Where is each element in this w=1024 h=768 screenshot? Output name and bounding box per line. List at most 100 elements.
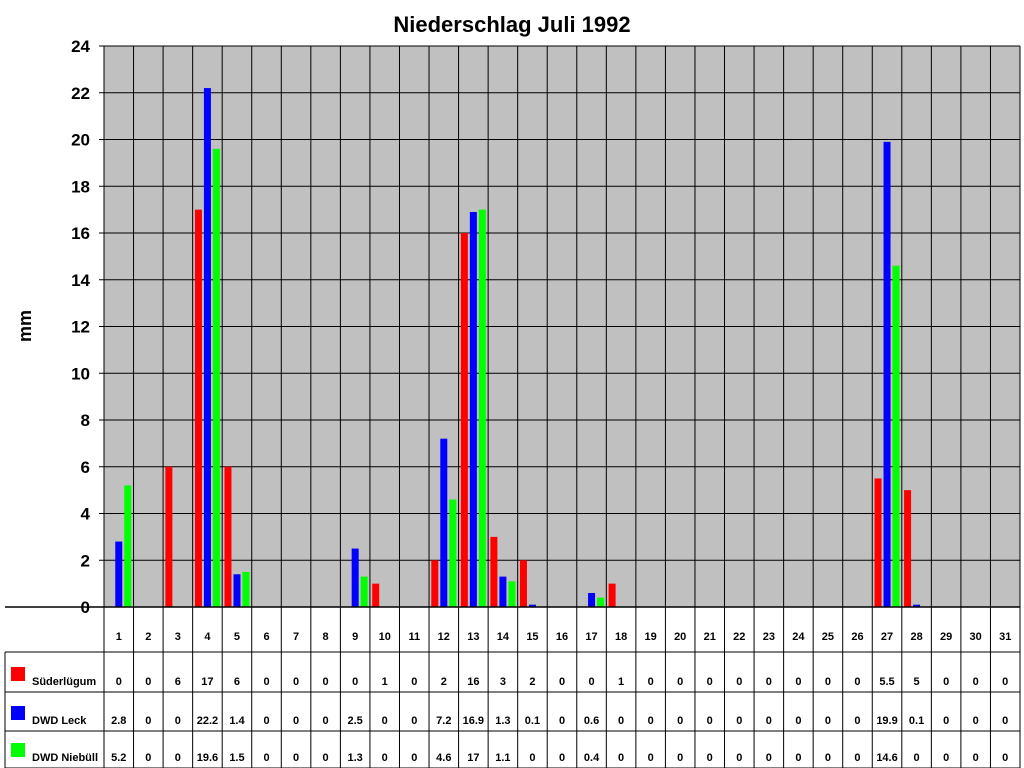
data-table-cell: 1.3 (348, 752, 363, 764)
legend-label: DWD Niebüll (32, 752, 98, 764)
data-table-cell: 6 (234, 676, 240, 688)
bar (904, 490, 912, 607)
bar (597, 597, 605, 607)
y-tick-label: 12 (71, 318, 90, 337)
x-category-label: 27 (881, 631, 893, 643)
data-table-cell: 0 (973, 715, 979, 727)
data-table-cell: 0.6 (584, 715, 599, 727)
bar (203, 88, 211, 607)
data-table-cell: 0 (1002, 715, 1008, 727)
data-table-cell: 0 (559, 676, 565, 688)
y-tick-label: 8 (81, 411, 90, 430)
data-table-cell: 0 (854, 752, 860, 764)
data-table-cell: 0 (736, 715, 742, 727)
x-category-label: 30 (970, 631, 982, 643)
x-category-label: 19 (645, 631, 657, 643)
data-table-cell: 0.1 (909, 715, 924, 727)
bar (233, 574, 241, 607)
data-table-cell: 0 (263, 676, 269, 688)
data-table-cell: 0 (588, 676, 594, 688)
legend-swatch (11, 706, 25, 720)
bar (351, 548, 359, 607)
data-table-cell: 0 (411, 676, 417, 688)
x-category-label: 25 (822, 631, 834, 643)
y-tick-label: 10 (71, 364, 90, 383)
bar (115, 541, 123, 607)
data-table-cell: 0 (323, 752, 329, 764)
bar (469, 211, 477, 607)
data-table-cell: 0 (825, 752, 831, 764)
data-table-cell: 0 (677, 715, 683, 727)
chart-title: Niederschlag Juli 1992 (393, 12, 631, 37)
data-table-cell: 0 (943, 752, 949, 764)
data-table-cell: 0 (293, 715, 299, 727)
x-category-label: 13 (467, 631, 479, 643)
data-table-cell: 0 (116, 676, 122, 688)
bar (194, 209, 202, 607)
bar (519, 560, 527, 607)
data-table-cell: 0 (382, 752, 388, 764)
data-table-cell: 0 (766, 715, 772, 727)
data-table-cell: 5 (914, 676, 920, 688)
x-category-label: 5 (234, 631, 240, 643)
x-category-label: 4 (204, 631, 211, 643)
x-category-label: 17 (585, 631, 597, 643)
bar (124, 485, 132, 607)
y-tick-label: 4 (81, 505, 91, 524)
data-table-cell: 0 (618, 752, 624, 764)
data-table-cell: 1.1 (495, 752, 510, 764)
data-table-cell: 0 (648, 676, 654, 688)
y-tick-label: 14 (71, 271, 90, 290)
x-category-label: 28 (910, 631, 922, 643)
x-category-label: 7 (293, 631, 299, 643)
data-table-cell: 19.6 (197, 752, 218, 764)
data-table-cell: 0 (825, 676, 831, 688)
data-table-cell: 5.5 (879, 676, 894, 688)
data-table-cell: 0 (529, 752, 535, 764)
x-category-label: 9 (352, 631, 358, 643)
data-table-cell: 1.4 (229, 715, 245, 727)
data-table-cell: 0 (263, 752, 269, 764)
bar (588, 592, 596, 607)
data-table-cell: 0 (411, 752, 417, 764)
x-category-label: 29 (940, 631, 952, 643)
data-table-cell: 0 (648, 715, 654, 727)
data-table-cell: 22.2 (197, 715, 218, 727)
bar (460, 233, 468, 607)
data-table-cell: 0 (736, 752, 742, 764)
data-table-cell: 2.8 (111, 715, 126, 727)
y-tick-label: 22 (71, 84, 90, 103)
x-category-label: 20 (674, 631, 686, 643)
bar (165, 466, 173, 607)
data-table-cell: 0 (795, 715, 801, 727)
data-table-cell: 3 (500, 676, 506, 688)
data-table-cell: 5.2 (111, 752, 126, 764)
y-tick-label: 6 (81, 458, 90, 477)
data-table-cell: 0 (293, 752, 299, 764)
bar (440, 438, 448, 607)
x-category-label: 2 (145, 631, 151, 643)
data-table-cell: 0 (352, 676, 358, 688)
data-table-cell: 0 (411, 715, 417, 727)
data-table-cell: 0 (618, 715, 624, 727)
legend-swatch (11, 667, 25, 681)
x-category-label: 24 (792, 631, 805, 643)
x-category-label: 26 (851, 631, 863, 643)
data-table-cell: 0 (795, 752, 801, 764)
data-table-cell: 0 (323, 676, 329, 688)
data-table-cell: 0 (736, 676, 742, 688)
x-category-label: 3 (175, 631, 181, 643)
bar (242, 571, 250, 607)
bar (608, 583, 616, 607)
bar (528, 604, 536, 607)
y-tick-label: 24 (71, 37, 90, 56)
data-table-cell: 0 (1002, 676, 1008, 688)
y-tick-label: 18 (71, 177, 90, 196)
bar (478, 209, 486, 607)
data-table-cell: 0 (145, 752, 151, 764)
x-category-label: 14 (497, 631, 510, 643)
y-tick-label: 16 (71, 224, 90, 243)
data-table-cell: 0 (707, 676, 713, 688)
data-table-cell: 0 (973, 752, 979, 764)
